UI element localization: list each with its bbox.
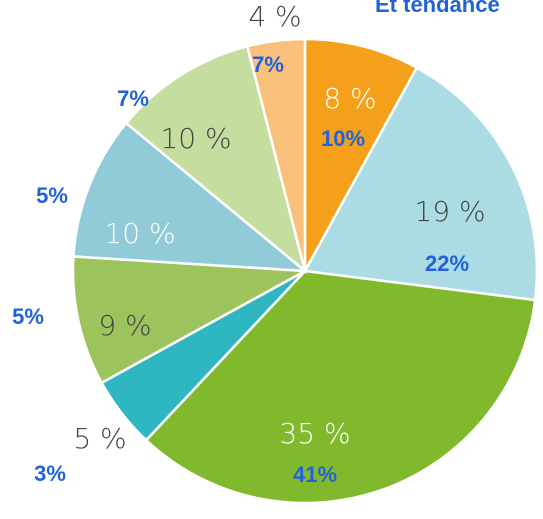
trend-label: 7% [117,86,149,111]
slice-label: 5 % [73,422,126,455]
slice-label: 9 % [98,309,151,342]
pie-slice [71,255,310,385]
slice-label: 19 % [414,195,485,228]
trend-label: 10% [321,126,365,151]
pie-slice [144,269,537,505]
trend-label: 22% [425,251,469,276]
slice-label: 35 % [279,417,350,450]
pie-slice [303,65,539,302]
trend-label: 3% [34,461,66,486]
pie-slice [124,44,308,275]
slice-label: 4 % [248,0,301,33]
trend-label: 7% [252,52,284,77]
trend-label: 41% [293,462,337,487]
slice-label: 10 % [160,122,231,155]
trend-label: 5% [36,183,68,208]
slice-label: 8 % [323,82,376,115]
chart-title: Et tendance [375,0,500,17]
pie-slice [245,37,307,272]
pie-slice [72,121,309,273]
pie-slice [303,37,419,272]
slice-label: 10 % [104,217,175,250]
trend-label: 5% [12,304,44,329]
